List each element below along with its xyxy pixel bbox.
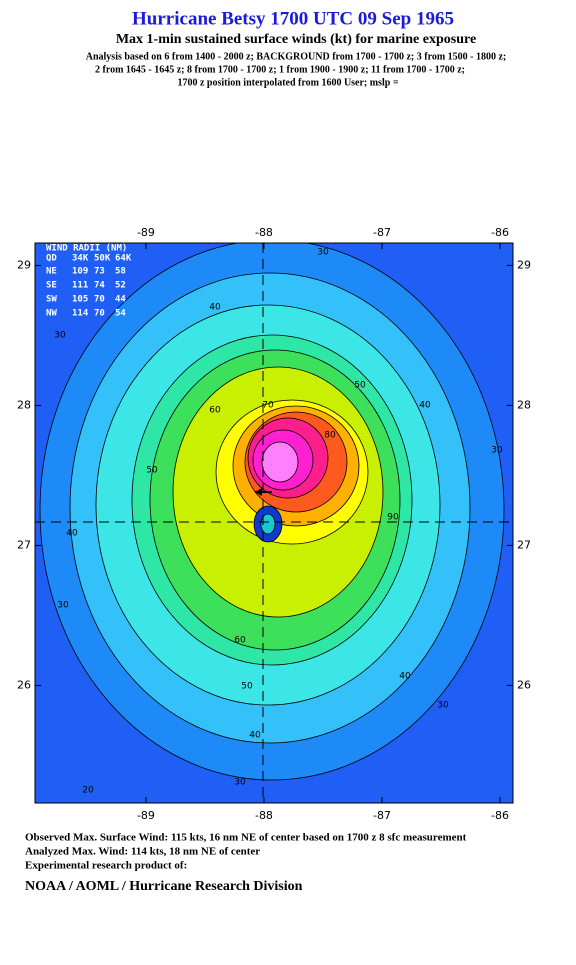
- x-tick-label: -87: [373, 809, 391, 822]
- contour-label: 20: [82, 786, 94, 796]
- wind-field: [35, 243, 513, 803]
- table-cell: 74: [94, 281, 105, 291]
- footer-line: Observed Max. Surface Wind: 115 kts, 16 …: [25, 832, 467, 844]
- table-cell: NW: [46, 309, 57, 319]
- motion-arrow: [255, 488, 262, 496]
- contour-label: 30: [54, 331, 66, 341]
- contour-labels: 30 30 40 50 40 30 60 70 80 90 40 50 30 6…: [54, 248, 503, 796]
- subtitle: Max 1-min sustained surface winds (kt) f…: [116, 32, 476, 47]
- analysis-line: 2 from 1645 - 1645 z; 8 from 1700 - 1700…: [95, 64, 465, 75]
- contour-label: 90: [387, 513, 399, 523]
- contour-label: 60: [209, 406, 221, 416]
- table-cell: NE: [46, 267, 57, 277]
- table-cell: 70: [94, 309, 105, 319]
- table-cell: 44: [115, 295, 126, 305]
- table-header: QD: [46, 254, 57, 264]
- contour-label: 30: [57, 601, 69, 611]
- table-cell: 70: [94, 295, 105, 305]
- contour-label: 30: [491, 446, 503, 456]
- contour: [261, 441, 299, 483]
- contour-label: 40: [249, 731, 261, 741]
- contour-label: 50: [146, 466, 158, 476]
- table-cell: SW: [46, 295, 57, 305]
- table-header: 50K: [94, 254, 111, 264]
- footer-line: Experimental research product of:: [25, 860, 187, 872]
- contour-label: 30: [234, 778, 246, 788]
- contour-label: 50: [354, 381, 366, 391]
- x-tick-label: -89: [137, 809, 155, 822]
- contour-label: 70: [262, 401, 274, 411]
- y-tick-label: 28: [517, 398, 531, 411]
- table-cell: 54: [115, 309, 126, 319]
- eye: [260, 513, 276, 535]
- contour-label: 30: [437, 701, 449, 711]
- table-header: 34K: [72, 254, 89, 264]
- y-tick-label: 29: [517, 258, 531, 271]
- analysis-line: 1700 z position interpolated from 1600 U…: [177, 77, 398, 88]
- table-cell: 111: [72, 281, 88, 291]
- x-tick-label: -86: [491, 226, 509, 239]
- y-tick-label: 28: [17, 398, 31, 411]
- table-cell: 114: [72, 309, 89, 319]
- table-cell: 73: [94, 267, 105, 277]
- table-title: WIND RADII (NM): [46, 244, 127, 254]
- table-cell: 58: [115, 267, 126, 277]
- table-cell: 105: [72, 295, 88, 305]
- x-tick-label: -87: [373, 226, 391, 239]
- x-tick-label: -88: [255, 226, 273, 239]
- frame: [34, 242, 514, 804]
- analysis-line: Analysis based on 6 from 1400 - 2000 z; …: [86, 51, 507, 62]
- contour-label: 40: [209, 303, 221, 313]
- table-header: 64K: [115, 254, 132, 264]
- contour-label: 60: [234, 636, 246, 646]
- y-tick-label: 29: [17, 258, 31, 271]
- contour-label: 40: [399, 672, 411, 682]
- contour-label: 80: [324, 431, 336, 441]
- credit: NOAA / AOML / Hurricane Research Divisio…: [25, 879, 303, 894]
- contour-label: 50: [241, 682, 253, 692]
- x-tick-label: -89: [137, 226, 155, 239]
- footer-line: Analyzed Max. Wind: 114 kts, 18 nm NE of…: [25, 846, 260, 858]
- title: Hurricane Betsy 1700 UTC 09 Sep 1965: [132, 8, 454, 29]
- x-tick-label: -86: [491, 809, 509, 822]
- wind-radii-table: WIND RADII (NM) QD 34K 50K 64K NE 109 73 58 SE 11…: [46, 244, 132, 319]
- contour-label: 30: [317, 248, 329, 258]
- y-tick-label: 27: [517, 538, 531, 551]
- contour-label: 40: [66, 529, 78, 539]
- table-cell: 109: [72, 267, 88, 277]
- x-tick-label: -88: [255, 809, 273, 822]
- y-tick-label: 26: [17, 678, 31, 691]
- table-cell: SE: [46, 281, 57, 291]
- contour-label: 40: [419, 401, 431, 411]
- y-tick-label: 26: [517, 678, 531, 691]
- y-tick-label: 27: [17, 538, 31, 551]
- table-cell: 52: [115, 281, 126, 291]
